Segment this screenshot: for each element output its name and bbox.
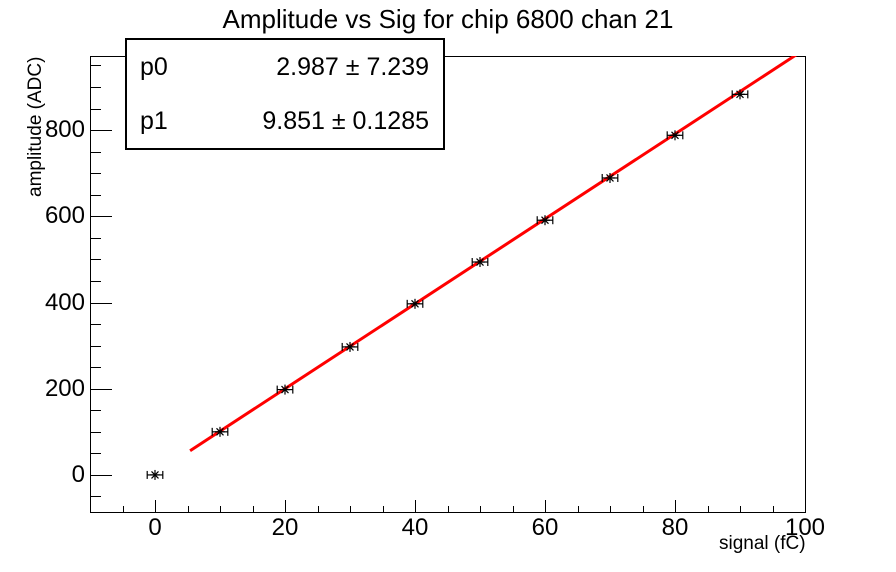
y-tick-label: 800 — [44, 116, 85, 144]
stat-param-value: 9.851 ± 0.1285 — [262, 106, 429, 135]
data-point — [341, 341, 359, 352]
x-tick-label: 20 — [271, 514, 299, 541]
x-tick-label: 60 — [531, 514, 559, 541]
data-point — [276, 384, 294, 395]
stat-param-name: p1 — [140, 106, 168, 135]
data-point — [471, 257, 489, 268]
y-tick-label: 200 — [44, 374, 85, 402]
x-axis-title: signal (fC) — [719, 533, 806, 554]
data-point — [601, 172, 619, 183]
y-tick-label: 400 — [44, 288, 85, 316]
fit-stats-box: p0 2.987 ± 7.239 p1 9.851 ± 0.1285 — [125, 38, 445, 150]
stat-param-name: p0 — [140, 52, 168, 81]
stat-param-value: 2.987 ± 7.239 — [276, 52, 429, 81]
data-point — [211, 426, 229, 437]
stat-row-p0: p0 2.987 ± 7.239 — [127, 53, 443, 82]
y-tick-label: 600 — [44, 202, 85, 230]
plot-frame — [90, 56, 806, 513]
fit-line — [189, 56, 798, 452]
data-points — [146, 89, 749, 480]
data-point — [146, 469, 164, 480]
data-point — [666, 130, 684, 141]
axis-ticks — [90, 65, 806, 512]
data-point — [406, 298, 424, 309]
plot-title: Amplitude vs Sig for chip 6800 chan 21 — [222, 4, 674, 34]
x-tick-label: 80 — [661, 514, 689, 541]
data-point — [536, 215, 554, 226]
x-tick-label: 0 — [148, 514, 162, 541]
data-point — [731, 89, 749, 100]
x-tick-label: 100 — [784, 514, 826, 541]
y-tick-label: 0 — [71, 460, 85, 488]
x-tick-label: 40 — [401, 514, 429, 541]
stat-row-p1: p1 9.851 ± 0.1285 — [127, 107, 443, 136]
